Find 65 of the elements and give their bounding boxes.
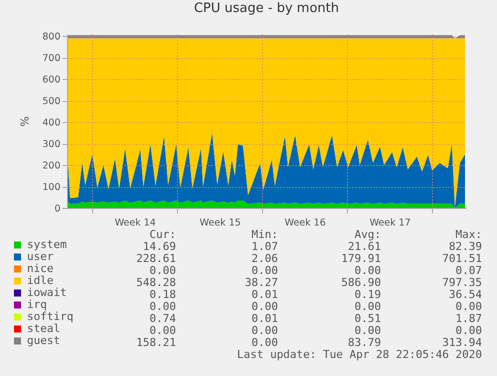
legend-label: nice bbox=[27, 262, 54, 275]
x-tick-label: Week 16 bbox=[284, 218, 326, 228]
text: 0.00 bbox=[252, 336, 278, 349]
y-tick-label: 500 bbox=[42, 96, 60, 108]
y-axis-title: % bbox=[18, 116, 32, 127]
text: 0.00 bbox=[354, 300, 381, 313]
text: 0.00 bbox=[150, 300, 176, 313]
text: 179.91 bbox=[341, 252, 381, 265]
x-tick-label: Week 15 bbox=[200, 218, 241, 228]
text: 0.00 bbox=[456, 324, 482, 337]
text: 0.00 bbox=[354, 264, 381, 277]
legend-label: guest bbox=[27, 334, 60, 347]
text: 1.07 bbox=[252, 240, 278, 253]
text: 0.00 bbox=[354, 324, 381, 337]
text: 0.01 bbox=[252, 312, 278, 325]
text: 586.90 bbox=[341, 276, 381, 289]
x-tick-label: Week 14 bbox=[114, 218, 156, 228]
text: 701.51 bbox=[442, 252, 482, 265]
text: 38.27 bbox=[244, 276, 278, 289]
text: Max: bbox=[456, 228, 482, 241]
text: 0.00 bbox=[252, 300, 278, 313]
y-tick-label: 300 bbox=[42, 139, 60, 150]
text: 0.51 bbox=[354, 312, 381, 325]
text: 158.21 bbox=[136, 336, 176, 349]
text: 548.28 bbox=[136, 276, 176, 289]
text: 14.69 bbox=[142, 240, 176, 253]
text: Cur: bbox=[150, 228, 176, 241]
text: 0.00 bbox=[456, 300, 482, 313]
text: Avg: bbox=[354, 228, 381, 241]
legend-label: system bbox=[27, 238, 68, 251]
legend-label: steal bbox=[27, 322, 60, 335]
text: 0.74 bbox=[150, 312, 176, 325]
x-tick-label: Week 17 bbox=[370, 218, 411, 228]
text: 0.19 bbox=[354, 288, 381, 301]
text: 82.39 bbox=[448, 240, 482, 253]
text: 0.01 bbox=[252, 288, 278, 301]
text: 21.61 bbox=[348, 240, 381, 253]
legend-label: user bbox=[27, 250, 54, 263]
y-tick-label: 100 bbox=[42, 182, 60, 194]
text: 0.00 bbox=[150, 324, 176, 337]
text: 0.00 bbox=[150, 264, 176, 277]
text: 36.54 bbox=[448, 288, 482, 301]
text: Min: bbox=[252, 228, 278, 241]
text: 83.79 bbox=[348, 336, 381, 349]
text: 2.06 bbox=[252, 252, 278, 265]
legend-label: softirq bbox=[27, 310, 74, 323]
y-tick-label: 800 bbox=[42, 32, 60, 43]
text: 0.18 bbox=[150, 288, 176, 301]
text: 1.87 bbox=[456, 312, 482, 325]
y-tick-label: 400 bbox=[42, 118, 60, 129]
legend-label: iowait bbox=[27, 286, 67, 299]
y-tick-label: 0 bbox=[54, 204, 60, 214]
legend-label: idle bbox=[27, 274, 54, 287]
text: 797.35 bbox=[442, 276, 482, 289]
y-tick-label: 700 bbox=[42, 53, 60, 64]
text: 0.00 bbox=[252, 324, 278, 337]
text: Last update: Tue Apr 28 22:05:46 2020 bbox=[236, 348, 482, 361]
y-tick-label: 600 bbox=[42, 74, 60, 86]
text: 313.94 bbox=[442, 336, 482, 349]
y-tick-label: 200 bbox=[42, 160, 60, 172]
text: 228.61 bbox=[136, 252, 176, 265]
legend-label: irq bbox=[27, 298, 47, 311]
text: 0.00 bbox=[252, 264, 278, 277]
text: 0.07 bbox=[456, 264, 482, 277]
chart-title: CPU usage - by month bbox=[194, 1, 340, 16]
